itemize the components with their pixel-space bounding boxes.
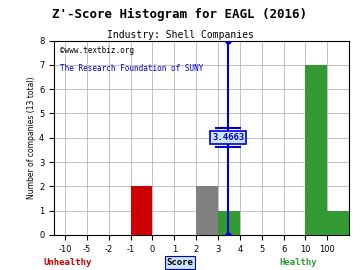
Bar	[306, 65, 327, 235]
Bar	[327, 211, 349, 235]
Text: Healthy: Healthy	[279, 258, 317, 267]
Text: Z'-Score Histogram for EAGL (2016): Z'-Score Histogram for EAGL (2016)	[53, 8, 307, 21]
Bar	[196, 186, 218, 235]
Bar	[218, 211, 240, 235]
Text: Industry: Shell Companies: Industry: Shell Companies	[107, 30, 253, 40]
Bar	[131, 186, 152, 235]
Text: Unhealthy: Unhealthy	[43, 258, 91, 267]
Text: The Research Foundation of SUNY: The Research Foundation of SUNY	[60, 64, 203, 73]
Y-axis label: Number of companies (13 total): Number of companies (13 total)	[27, 76, 36, 199]
Text: 3.4663: 3.4663	[212, 133, 244, 142]
Text: ©www.textbiz.org: ©www.textbiz.org	[60, 46, 134, 55]
Text: Score: Score	[167, 258, 193, 267]
